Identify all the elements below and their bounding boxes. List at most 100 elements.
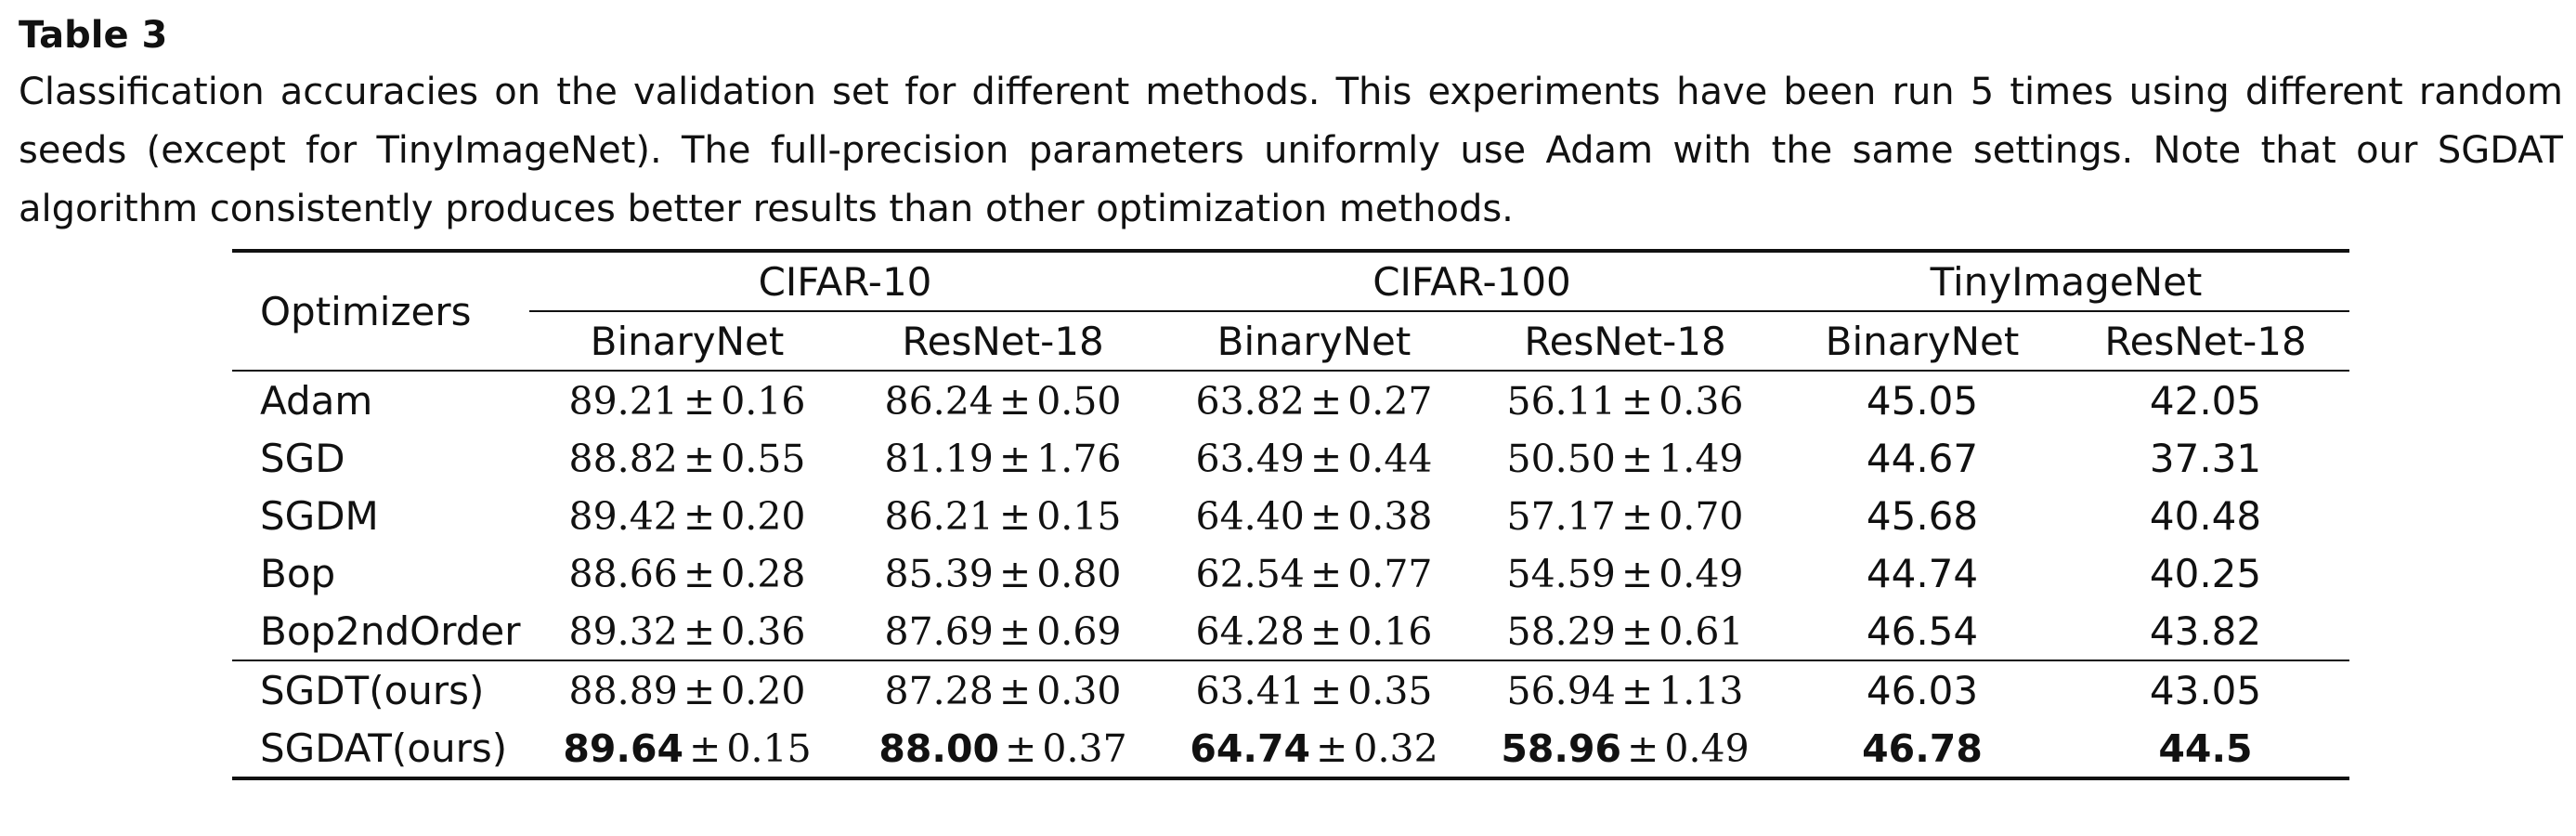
plus-minus-symbol: ± [683, 436, 716, 481]
table-figure: Table 3 Classification accuracies on the… [19, 7, 2563, 239]
plus-minus-symbol: ± [683, 551, 716, 596]
accuracy-mean: 44.74 [1866, 550, 1979, 596]
accuracy-cell: 58.29 ±0.61 [1467, 602, 1783, 660]
accuracy-cell: 56.94 ±1.13 [1467, 660, 1783, 719]
accuracy-std: 0.16 [721, 378, 806, 424]
plus-minus-symbol: ± [998, 436, 1032, 481]
accuracy-mean: 87.28 [884, 668, 994, 713]
accuracy-std: 0.28 [721, 551, 806, 596]
accuracy-cell: 89.21 ±0.16 [529, 371, 845, 429]
plus-minus-symbol: ± [1316, 725, 1348, 771]
plus-minus-symbol: ± [1309, 493, 1343, 539]
accuracy-mean: 86.21 [884, 493, 994, 539]
model-header: BinaryNet [1825, 318, 2020, 364]
accuracy-cell: 62.54 ±0.77 [1161, 544, 1467, 602]
accuracy-cell: 88.82 ±0.55 [529, 429, 845, 487]
accuracy-std: 1.49 [1659, 436, 1744, 481]
accuracy-cell: 50.50 ±1.49 [1467, 429, 1783, 487]
plus-minus-symbol: ± [1309, 668, 1343, 713]
plus-minus-symbol: ± [683, 378, 716, 424]
table-row: SGDM 89.42 ±0.20 86.21 ±0.15 64.40 ±0.38 57.17 ±… [232, 487, 2349, 544]
accuracy-mean: 40.25 [2149, 550, 2262, 596]
plus-minus-symbol: ± [689, 725, 722, 771]
optimizer-name: SGDAT(ours) [260, 725, 508, 771]
plus-minus-symbol: ± [1620, 608, 1654, 654]
accuracy-mean: 89.64 [563, 725, 684, 771]
accuracy-cell: 40.25 [2062, 544, 2349, 602]
dataset-header-cifar100: CIFAR-100 [1161, 251, 1783, 312]
plus-minus-symbol: ± [1620, 436, 1654, 481]
accuracy-mean: 64.28 [1195, 608, 1305, 654]
optimizer-name: Bop [260, 550, 336, 596]
accuracy-cell: 64.74 ±0.32 [1161, 719, 1467, 778]
accuracy-mean: 44.5 [2158, 725, 2253, 771]
accuracy-mean: 56.94 [1506, 668, 1616, 713]
plus-minus-symbol: ± [1309, 378, 1343, 424]
optimizer-name: SGD [260, 435, 345, 481]
accuracy-std: 0.50 [1036, 378, 1122, 424]
accuracy-mean: 64.74 [1190, 725, 1311, 771]
accuracy-mean: 56.11 [1506, 378, 1616, 424]
accuracy-mean: 46.03 [1866, 667, 1979, 713]
accuracy-mean: 42.05 [2149, 377, 2262, 424]
accuracy-mean: 62.54 [1195, 551, 1305, 596]
accuracy-mean: 64.40 [1195, 493, 1305, 539]
accuracy-mean: 63.82 [1195, 378, 1305, 424]
optimizers-header: Optimizers [260, 288, 472, 334]
accuracy-mean: 89.21 [568, 378, 678, 424]
plus-minus-symbol: ± [998, 551, 1032, 596]
accuracy-std: 0.70 [1659, 493, 1744, 539]
accuracy-std: 0.49 [1659, 551, 1744, 596]
accuracy-mean: 88.66 [568, 551, 678, 596]
accuracy-cell: 46.03 [1783, 660, 2062, 719]
plus-minus-symbol: ± [1620, 493, 1654, 539]
optimizer-name: SGDT(ours) [260, 667, 485, 713]
accuracy-std: 0.20 [721, 493, 806, 539]
accuracy-std: 0.38 [1347, 493, 1433, 539]
accuracy-std: 0.16 [1347, 608, 1433, 654]
accuracy-cell: 44.74 [1783, 544, 2062, 602]
plus-minus-symbol: ± [683, 608, 716, 654]
accuracy-std: 1.13 [1659, 668, 1744, 713]
accuracy-cell: 40.48 [2062, 487, 2349, 544]
accuracy-cell: 44.67 [1783, 429, 2062, 487]
accuracy-cell: 54.59 ±0.49 [1467, 544, 1783, 602]
accuracy-cell: 46.78 [1783, 719, 2062, 778]
accuracy-cell: 63.41 ±0.35 [1161, 660, 1467, 719]
accuracy-mean: 63.41 [1195, 668, 1305, 713]
accuracy-cell: 86.21 ±0.15 [845, 487, 1161, 544]
model-header: BinaryNet [590, 318, 785, 364]
accuracy-cell: 56.11 ±0.36 [1467, 371, 1783, 429]
accuracy-cell: 87.28 ±0.30 [845, 660, 1161, 719]
accuracy-cell: 46.54 [1783, 602, 2062, 660]
optimizer-name: SGDM [260, 492, 379, 539]
accuracy-cell: 85.39 ±0.80 [845, 544, 1161, 602]
accuracy-mean: 43.82 [2149, 607, 2262, 654]
accuracy-cell: 88.89 ±0.20 [529, 660, 845, 719]
table-row: Bop2ndOrder 89.32 ±0.36 87.69 ±0.69 64.28 ±0.1… [232, 602, 2349, 660]
accuracy-mean: 89.42 [568, 493, 678, 539]
accuracy-std: 0.35 [1347, 668, 1433, 713]
accuracy-cell: 63.82 ±0.27 [1161, 371, 1467, 429]
accuracy-mean: 85.39 [884, 551, 994, 596]
accuracy-mean: 63.49 [1195, 436, 1305, 481]
optimizer-name: Bop2ndOrder [260, 607, 521, 654]
results-table: Optimizers CIFAR-10 CIFAR-100 TinyImageN… [232, 249, 2349, 780]
accuracy-cell: 42.05 [2062, 371, 2349, 429]
accuracy-cell: 89.32 ±0.36 [529, 602, 845, 660]
accuracy-std: 0.32 [1353, 725, 1438, 771]
table-label: Table 3 [19, 14, 168, 57]
accuracy-cell: 57.17 ±0.70 [1467, 487, 1783, 544]
accuracy-mean: 81.19 [884, 436, 994, 481]
plus-minus-symbol: ± [998, 493, 1032, 539]
accuracy-std: 0.55 [721, 436, 806, 481]
accuracy-std: 0.27 [1347, 378, 1433, 424]
accuracy-mean: 86.24 [884, 378, 994, 424]
accuracy-mean: 44.67 [1866, 435, 1979, 481]
accuracy-cell: 87.69 ±0.69 [845, 602, 1161, 660]
accuracy-mean: 40.48 [2149, 492, 2262, 539]
accuracy-mean: 57.17 [1506, 493, 1616, 539]
accuracy-mean: 87.69 [884, 608, 994, 654]
accuracy-cell: 44.5 [2062, 719, 2349, 778]
plus-minus-symbol: ± [1620, 668, 1654, 713]
